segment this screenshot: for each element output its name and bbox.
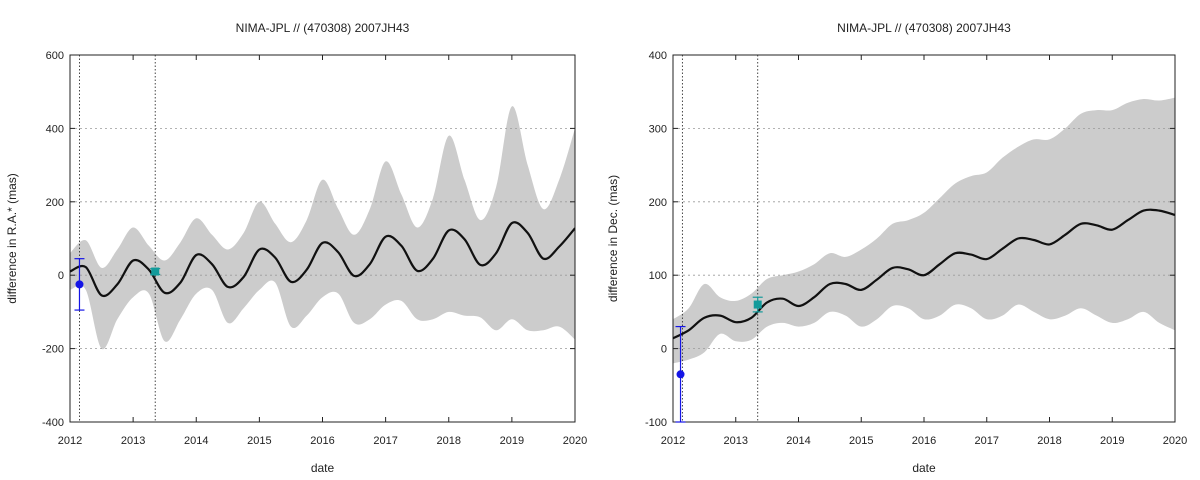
chart1-uncertainty-band (70, 106, 575, 350)
chart1-ytick-label: 600 (46, 50, 64, 62)
chart1-data-point (75, 280, 84, 289)
chart1-xtick-label: 2015 (247, 435, 271, 447)
chart1-xtick-label: 2014 (184, 435, 208, 447)
chart2-uncertainty-band (673, 97, 1175, 364)
chart1-ytick-label: -400 (42, 417, 64, 429)
chart1-ylabel: difference in R.A.* (mas) (5, 173, 19, 304)
chart1-xtick-label: 2018 (437, 435, 461, 447)
chart2-panel: 2012 2013 2014 2015 2016 2017 2018 2019 2020 -100… (606, 21, 1187, 475)
chart1-xtick-label: 2017 (373, 435, 397, 447)
chart2-ytick-label: 100 (649, 270, 667, 282)
chart2-xtick-label: 2016 (912, 435, 936, 447)
chart1-ytick-label: 0 (58, 270, 64, 282)
chart1-ytick-label: 400 (46, 123, 64, 135)
chart1-xtick-label: 2020 (563, 435, 587, 447)
chart2-xtick-label: 2012 (661, 435, 685, 447)
chart2-xtick-label: 2018 (1037, 435, 1061, 447)
chart1-xtick-label: 2013 (121, 435, 145, 447)
chart2-data-point (753, 300, 762, 309)
chart2-xtick-label: 2013 (724, 435, 748, 447)
chart2-xtick-label: 2020 (1163, 435, 1187, 447)
chart2-ytick-label: 200 (649, 197, 667, 209)
chart2-title: NIMA-JPL // (470308) 2007JH43 (837, 21, 1011, 35)
chart1-xlabel: date (311, 461, 335, 475)
chart1-model-curve (70, 221, 575, 298)
chart2-xtick-label: 2015 (849, 435, 873, 447)
chart2-data-point (676, 370, 685, 379)
chart1-title: NIMA-JPL // (470308) 2007JH43 (236, 21, 410, 35)
chart2-ytick-label: 400 (649, 50, 667, 62)
chart1-data-point (151, 267, 160, 276)
chart1-xtick-label: 2019 (500, 435, 524, 447)
chart2-xtick-label: 2019 (1100, 435, 1124, 447)
chart1-ytick-label: 200 (46, 197, 64, 209)
chart2-xlabel: date (912, 461, 936, 475)
chart1-panel: 2012 2013 2014 2015 2016 2017 2018 2019 2020 -400… (5, 21, 587, 475)
chart2-ytick-label: -100 (645, 417, 667, 429)
chart2-model-curve (673, 208, 1175, 340)
chart2-ylabel: difference in Dec. (mas) (606, 175, 620, 302)
chart2-ytick-label: 300 (649, 123, 667, 135)
chart1-ytick-label: -200 (42, 344, 64, 356)
chart2-xtick-label: 2014 (786, 435, 810, 447)
chart1-xtick-label: 2012 (58, 435, 82, 447)
chart1-xtick-label: 2016 (310, 435, 334, 447)
chart2-xtick-label: 2017 (975, 435, 999, 447)
chart2-ytick-label: 0 (661, 344, 667, 356)
